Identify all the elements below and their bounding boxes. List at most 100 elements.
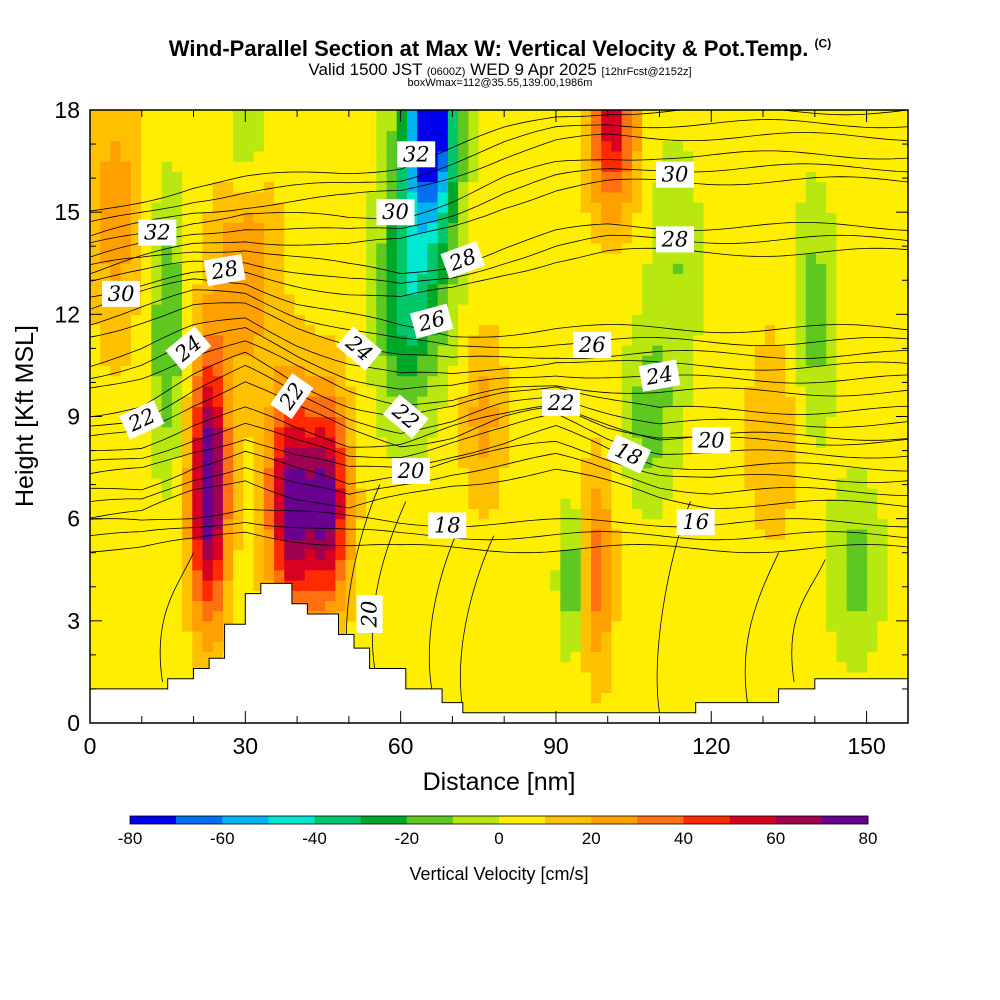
velocity-cell	[171, 447, 183, 458]
velocity-cell	[693, 610, 705, 622]
velocity-cell	[458, 426, 469, 438]
velocity-cell	[335, 477, 347, 489]
velocity-cell	[519, 631, 531, 642]
velocity-cell	[805, 569, 817, 581]
velocity-cell	[775, 651, 786, 663]
velocity-cell	[304, 375, 316, 387]
velocity-cell	[662, 641, 674, 653]
velocity-cell	[683, 569, 694, 581]
velocity-cell	[683, 212, 694, 223]
velocity-cell	[345, 283, 357, 295]
theta-contour-16	[90, 531, 908, 554]
velocity-cell	[631, 477, 643, 489]
velocity-cell	[887, 140, 899, 152]
velocity-cell	[601, 293, 613, 305]
velocity-cell	[693, 283, 705, 295]
velocity-cell	[897, 283, 908, 295]
velocity-cell	[631, 641, 643, 653]
velocity-cell	[591, 253, 602, 264]
velocity-cell	[478, 334, 490, 346]
velocity-cell	[601, 150, 613, 162]
velocity-cell	[325, 498, 336, 510]
velocity-cell	[355, 253, 367, 264]
velocity-cell	[468, 661, 480, 673]
velocity-cell	[151, 375, 163, 387]
velocity-cell	[652, 324, 664, 336]
theta-contour-28	[90, 222, 908, 275]
velocity-cell	[243, 549, 255, 561]
velocity-cell	[826, 661, 838, 673]
velocity-cell	[662, 610, 674, 622]
velocity-cell	[683, 610, 694, 622]
theta-contour-32	[90, 110, 908, 212]
velocity-cell	[764, 631, 776, 642]
velocity-cell	[161, 293, 173, 305]
velocity-cell	[703, 569, 715, 581]
velocity-cell	[458, 110, 469, 121]
velocity-cell	[171, 334, 183, 346]
velocity-cell	[621, 631, 633, 642]
velocity-cell	[509, 488, 521, 499]
velocity-cell	[427, 130, 439, 142]
velocity-cell	[672, 273, 684, 285]
velocity-cell	[294, 488, 306, 499]
velocity-cell	[376, 406, 388, 418]
velocity-cell	[335, 365, 347, 377]
velocity-cell	[253, 457, 265, 469]
velocity-cell	[284, 222, 296, 234]
velocity-cell	[662, 324, 674, 336]
velocity-cell	[366, 579, 377, 591]
velocity-cell	[151, 518, 163, 530]
velocity-cell	[591, 539, 602, 550]
velocity-cell	[90, 396, 101, 407]
velocity-cell	[437, 334, 449, 346]
velocity-cell	[161, 661, 173, 673]
velocity-cell	[182, 293, 193, 305]
velocity-cell	[795, 641, 807, 653]
velocity-cell	[856, 498, 868, 510]
velocity-cell	[366, 201, 377, 213]
velocity-cell	[141, 212, 152, 223]
velocity-cell	[509, 263, 521, 275]
velocity-cell	[406, 222, 418, 234]
velocity-cell	[580, 283, 592, 295]
velocity-cell	[785, 293, 797, 305]
velocity-cell	[120, 212, 132, 223]
velocity-cell	[141, 426, 152, 438]
velocity-cell	[345, 549, 357, 561]
velocity-cell	[529, 661, 541, 673]
velocity-cell	[662, 508, 674, 520]
velocity-cell	[253, 273, 265, 285]
velocity-cell	[386, 396, 398, 407]
velocity-cell	[253, 212, 265, 223]
velocity-cell	[856, 263, 868, 275]
velocity-cell	[222, 171, 234, 183]
velocity-cell	[192, 161, 204, 172]
velocity-cell	[550, 702, 561, 714]
velocity-cell	[182, 222, 193, 234]
velocity-cell	[212, 518, 224, 530]
velocity-cell	[294, 365, 306, 377]
velocity-cell	[386, 477, 398, 489]
velocity-cell	[734, 641, 746, 653]
velocity-cell	[325, 150, 336, 162]
velocity-cell	[499, 539, 510, 550]
velocity-cell	[253, 375, 265, 387]
velocity-cell	[764, 304, 776, 315]
velocity-cell	[560, 498, 572, 510]
velocity-cell	[754, 579, 766, 591]
velocity-cell	[499, 477, 510, 489]
velocity-cell	[580, 426, 592, 438]
velocity-cell	[785, 201, 797, 213]
velocity-cell	[447, 293, 459, 305]
velocity-cell	[887, 242, 899, 254]
velocity-cell	[897, 447, 908, 458]
velocity-cell	[723, 222, 735, 234]
velocity-cell	[110, 610, 122, 622]
velocity-cell	[754, 651, 766, 663]
velocity-cell	[703, 600, 715, 612]
velocity-cell	[683, 426, 694, 438]
velocity-cell	[294, 549, 306, 561]
velocity-cell	[171, 508, 183, 520]
velocity-cell	[284, 355, 296, 367]
